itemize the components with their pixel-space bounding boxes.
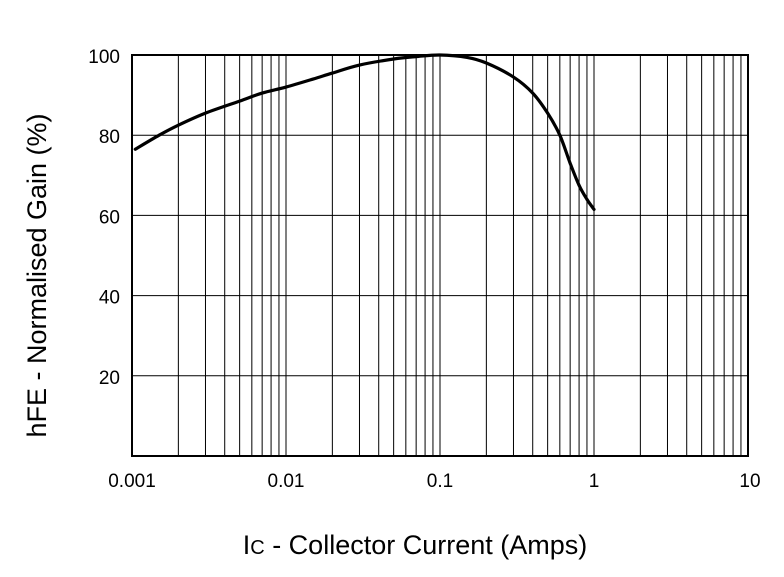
x-axis-title-main: I	[243, 530, 251, 560]
x-tick-label: 1	[589, 471, 600, 492]
gain-curve	[133, 53, 596, 211]
y-tick-label: 100	[88, 47, 120, 68]
y-axis-title: hFE - Normalised Gain (%)	[22, 113, 52, 437]
x-axis-title-rest: - Collector Current (Amps)	[265, 530, 588, 560]
y-tick-label: 80	[99, 127, 120, 148]
x-tick-label: 0.001	[108, 471, 156, 492]
x-tick-label: 10	[739, 471, 760, 492]
x-axis-title-subscript: C	[250, 537, 264, 559]
x-tick-labels: 0.001 0.01 0.1 1 10	[108, 471, 760, 492]
plot-grid	[131, 54, 748, 456]
y-tick-label: 60	[99, 207, 120, 228]
y-tick-label: 20	[99, 368, 120, 389]
curve-layer	[133, 53, 596, 211]
x-tick-label: 0.1	[427, 471, 453, 492]
y-tick-labels: 20 40 60 80 100	[88, 47, 120, 389]
x-tick-label: 0.01	[268, 471, 305, 492]
plot-frame	[131, 54, 749, 457]
x-axis-title: IC - Collector Current (Amps)	[243, 530, 588, 560]
y-tick-label: 40	[99, 288, 120, 309]
